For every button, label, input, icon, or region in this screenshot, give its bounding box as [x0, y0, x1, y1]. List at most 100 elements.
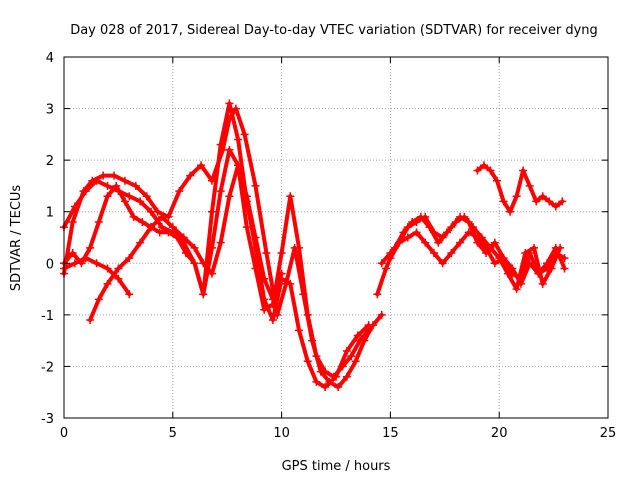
data-point: [207, 243, 216, 252]
y-tick-label: -1: [41, 309, 54, 324]
series-trace: [388, 214, 567, 281]
data-point: [120, 197, 129, 206]
data-point: [532, 197, 541, 206]
data-point: [438, 259, 447, 268]
data-point: [164, 228, 173, 237]
data-point: [81, 254, 90, 263]
data-point: [545, 197, 554, 206]
x-tick-label: 15: [382, 426, 399, 441]
data-point: [434, 238, 443, 247]
data-point: [240, 130, 249, 139]
x-tick-label: 5: [169, 426, 177, 441]
data-point: [114, 274, 123, 283]
data-point: [147, 223, 156, 232]
data-point: [560, 264, 569, 273]
data-point: [456, 238, 465, 247]
data-point: [207, 269, 216, 278]
data-point: [251, 264, 260, 273]
data-point: [142, 192, 151, 201]
data-point: [260, 274, 269, 283]
data-point: [131, 181, 140, 190]
data-point: [312, 352, 321, 361]
data-point: [438, 233, 447, 242]
data-point: [197, 161, 206, 170]
data-point: [421, 212, 430, 221]
data-point: [190, 259, 199, 268]
data-point: [114, 264, 123, 273]
data-point: [543, 259, 552, 268]
y-tick-label: -3: [41, 412, 54, 427]
data-point: [251, 233, 260, 242]
data-points: [60, 99, 569, 392]
data-point: [355, 336, 364, 345]
data-point: [429, 228, 438, 237]
data-point: [94, 218, 103, 227]
data-point: [125, 254, 134, 263]
data-point: [129, 212, 138, 221]
y-axis-label: SDTVAR / TECUs: [9, 185, 24, 292]
x-axis-label: GPS time / hours: [282, 459, 391, 474]
data-point: [519, 166, 528, 175]
data-point: [92, 176, 101, 185]
data-point: [338, 362, 347, 371]
data-point: [175, 187, 184, 196]
data-point: [216, 238, 225, 247]
data-point: [136, 197, 145, 206]
data-point: [447, 223, 456, 232]
data-point: [538, 279, 547, 288]
y-tick-label: 2: [46, 154, 54, 169]
data-point: [86, 243, 95, 252]
data-point: [351, 357, 360, 366]
x-tick-label: 0: [60, 426, 68, 441]
data-point: [81, 187, 90, 196]
y-tick-label: 3: [46, 103, 54, 118]
data-point: [551, 202, 560, 211]
data-point: [68, 218, 77, 227]
data-point: [412, 218, 421, 227]
data-point: [181, 248, 190, 257]
data-point: [364, 326, 373, 335]
data-point: [157, 212, 166, 221]
data-point: [534, 269, 543, 278]
data-point: [473, 238, 482, 247]
data-point: [321, 367, 330, 376]
data-point: [551, 243, 560, 252]
data-point: [86, 316, 95, 325]
data-point: [403, 223, 412, 232]
data-point: [231, 104, 240, 113]
data-point: [421, 238, 430, 247]
data-point: [538, 192, 547, 201]
data-point: [499, 254, 508, 263]
data-point: [286, 279, 295, 288]
data-point: [112, 181, 121, 190]
data-point: [412, 228, 421, 237]
data-point: [353, 331, 362, 340]
data-point: [262, 248, 271, 257]
data-point: [312, 377, 321, 386]
data-point: [516, 274, 525, 283]
y-tick-label: 0: [46, 257, 54, 272]
data-point: [347, 352, 356, 361]
series-arc-2: [60, 99, 373, 392]
data-point: [447, 248, 456, 257]
data-point: [234, 135, 243, 144]
data-point: [395, 238, 404, 247]
series-arc-9: [473, 161, 567, 216]
data-point: [251, 181, 260, 190]
data-point: [216, 187, 225, 196]
data-point: [508, 269, 517, 278]
data-point: [190, 243, 199, 252]
series-arc-8: [386, 212, 569, 283]
data-point: [429, 248, 438, 257]
data-point: [179, 233, 188, 242]
data-point: [558, 197, 567, 206]
axis-ticks: 0 5 10 15 20 25 -3 -2 -1 0 1 2 3 4: [41, 51, 616, 441]
data-point: [512, 285, 521, 294]
data-point: [260, 305, 269, 314]
data-point: [321, 383, 330, 392]
data-point: [147, 207, 156, 216]
series-arc-5: [86, 161, 286, 325]
data-point: [303, 357, 312, 366]
data-point: [486, 166, 495, 175]
